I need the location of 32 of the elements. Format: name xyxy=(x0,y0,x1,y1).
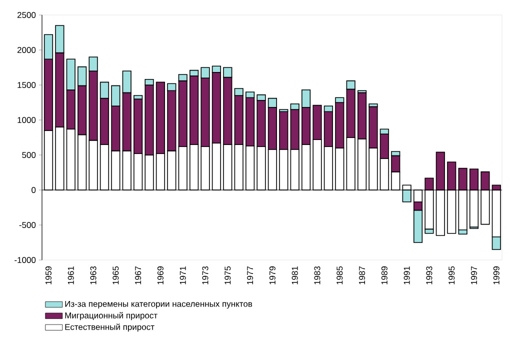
x-tick-label: 1985 xyxy=(336,266,343,284)
x-tick-label: 1989 xyxy=(381,266,388,284)
x-tick-label: 1995 xyxy=(448,266,455,284)
x-tick-label: 1959 xyxy=(45,266,52,284)
x-tick-label: 1969 xyxy=(157,266,164,284)
legend-label: Естественный прирост xyxy=(65,324,154,332)
x-tick-label: 1965 xyxy=(112,266,119,284)
x-tick-label: 1993 xyxy=(426,266,432,284)
x-tick-label: 1977 xyxy=(247,266,254,284)
y-tick-label: 0 xyxy=(32,186,36,194)
y-tick-label: 500 xyxy=(22,152,36,158)
x-tick-label: 1987 xyxy=(359,266,366,284)
x-tick-label: 1975 xyxy=(224,266,231,284)
y-tick-label: 2500 xyxy=(17,12,36,18)
x-tick-label: 1983 xyxy=(314,266,320,284)
x-tick-label: 1963 xyxy=(90,266,96,284)
x-tick-label: 1979 xyxy=(269,266,276,284)
x-tick-label: 1997 xyxy=(471,266,478,284)
x-tick-label: 1967 xyxy=(135,266,142,284)
legend-label: Из-за перемены категории населенных пунктов xyxy=(65,300,252,309)
x-tick-label: 1971 xyxy=(180,266,186,284)
y-tick-label: -500 xyxy=(19,222,36,228)
legend-label: Миграционный прирост xyxy=(65,312,158,320)
y-tick-label: 1500 xyxy=(18,82,36,88)
x-tick-label: 1973 xyxy=(202,266,208,284)
y-tick-label: 1000 xyxy=(18,116,36,124)
y-tick-label: -1000 xyxy=(14,256,36,264)
x-tick-label: 1991 xyxy=(404,266,410,284)
y-tick-label: 2000 xyxy=(17,46,36,53)
x-tick-label: 1981 xyxy=(292,266,298,284)
x-tick-label: 1961 xyxy=(68,266,74,284)
x-tick-label: 1999 xyxy=(493,266,500,284)
